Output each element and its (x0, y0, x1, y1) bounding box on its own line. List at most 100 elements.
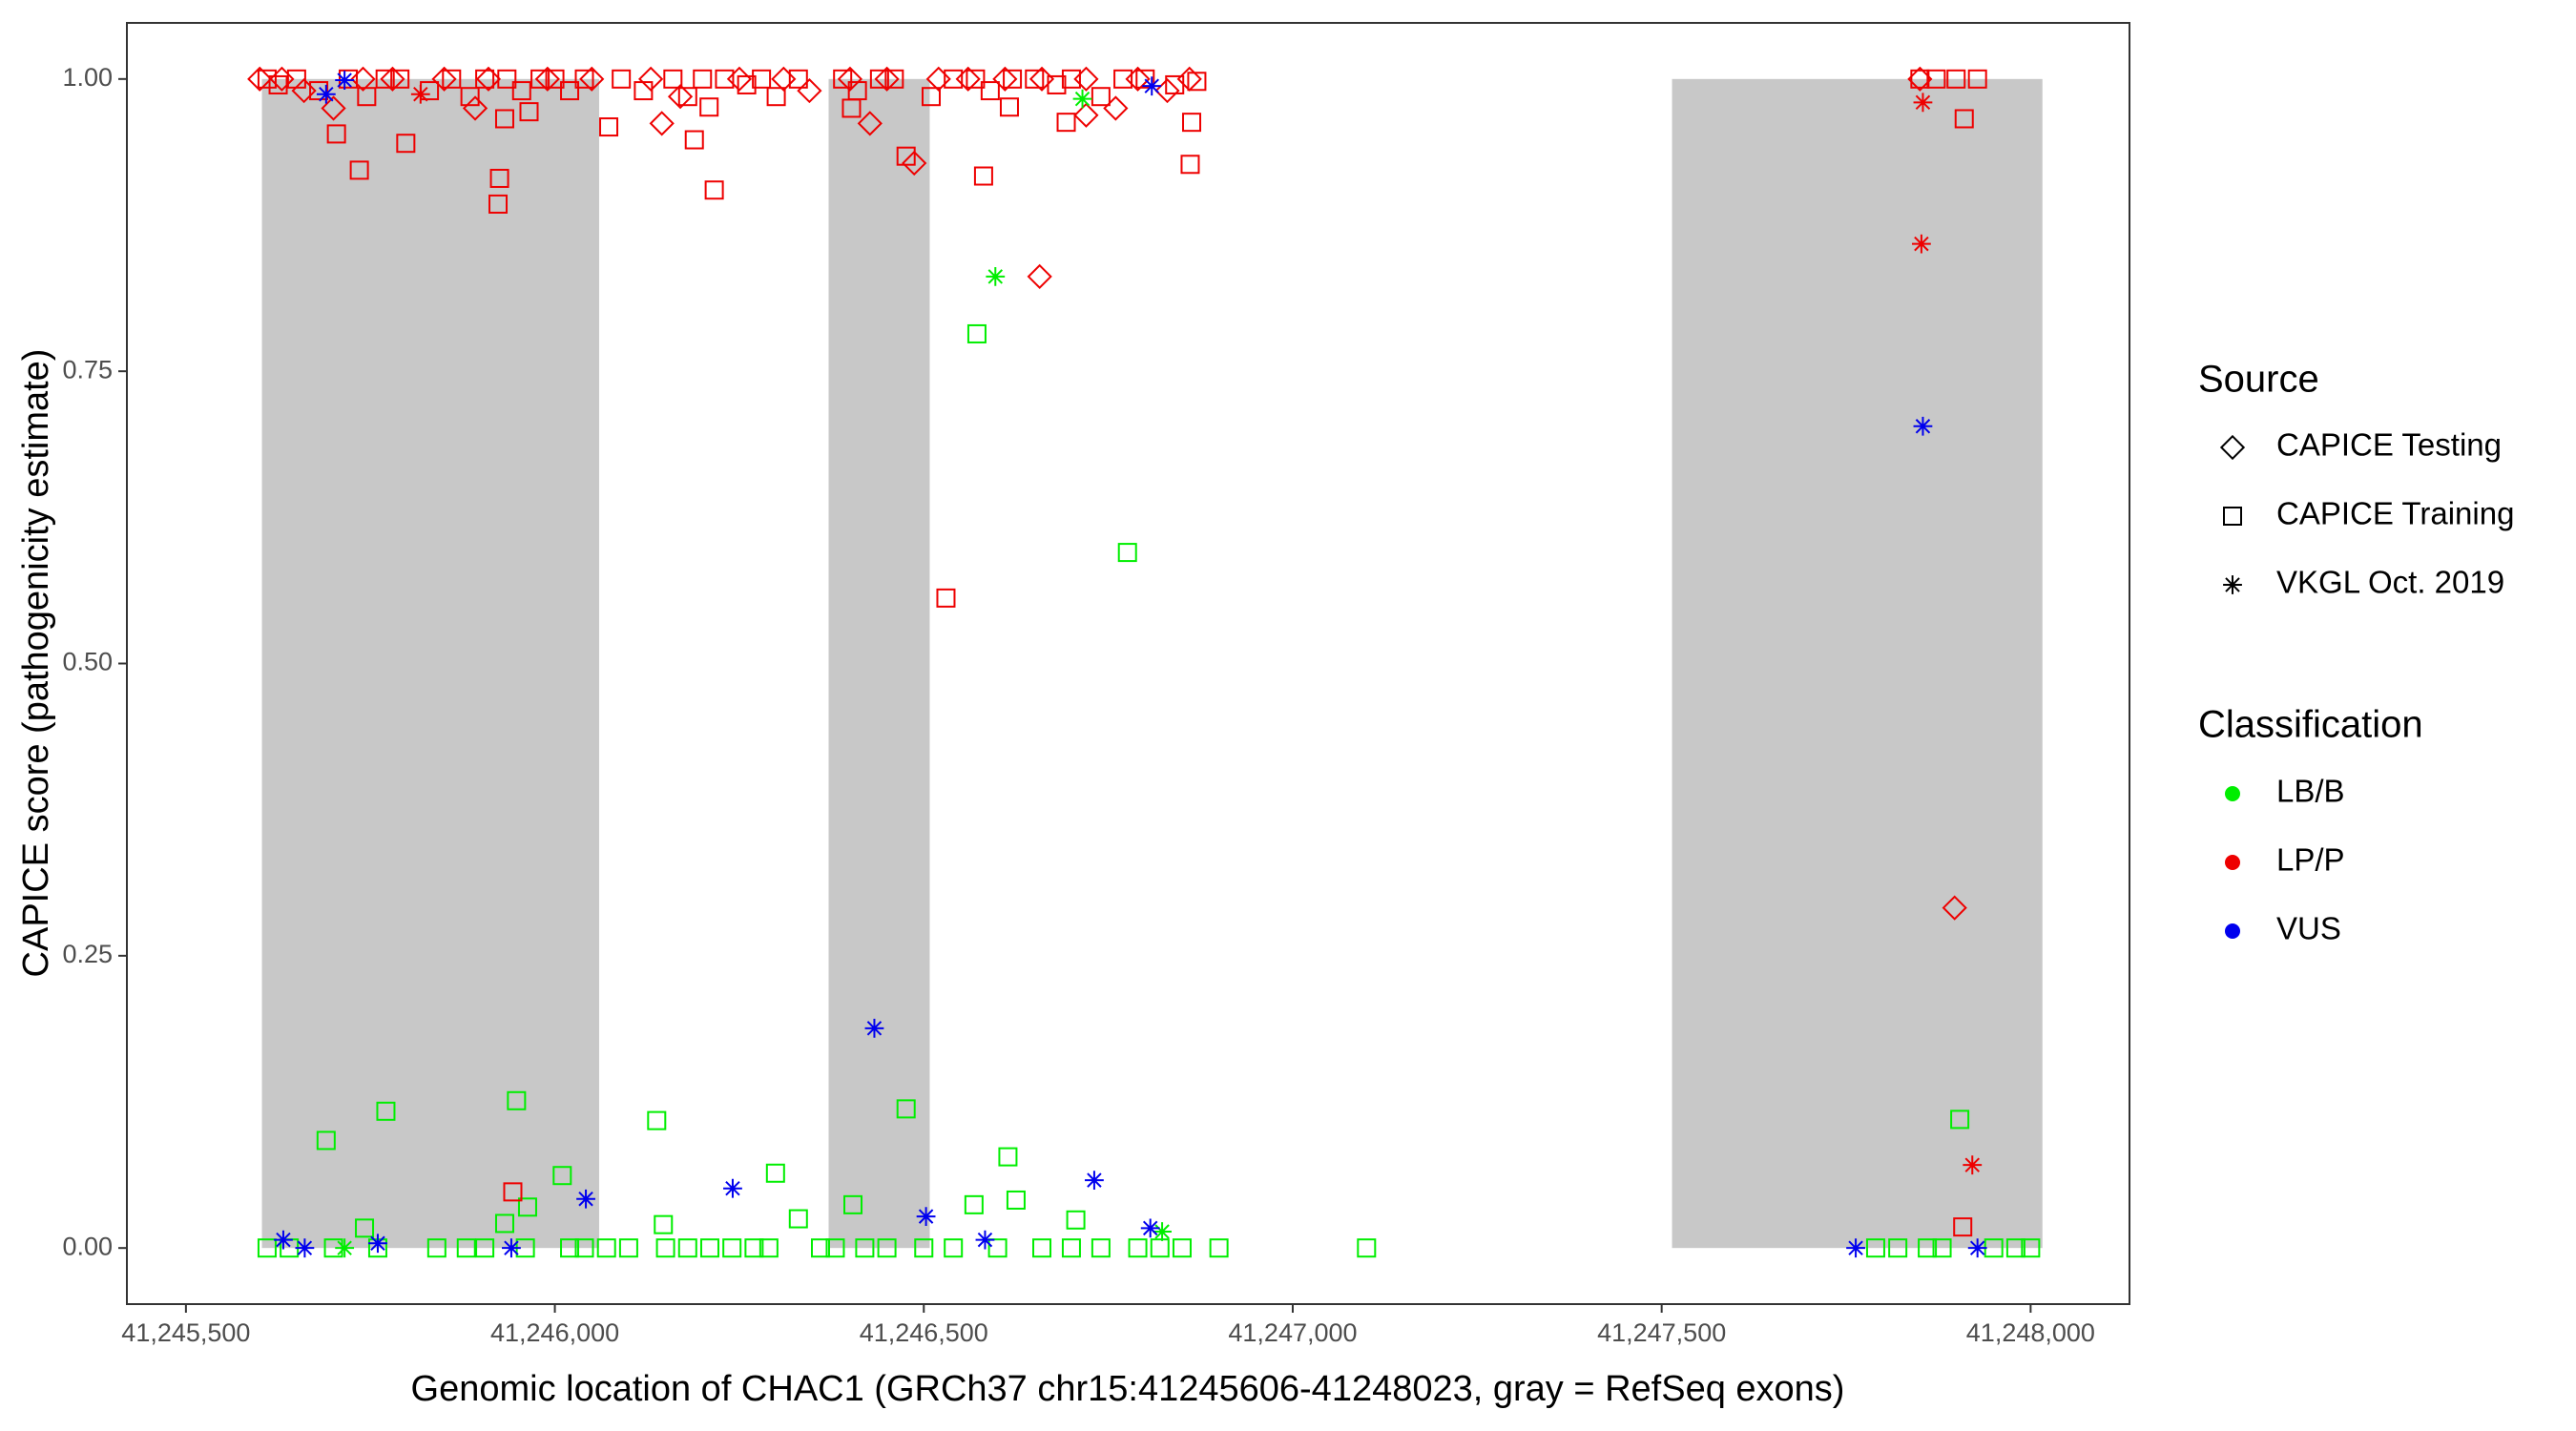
point (247, 66, 273, 92)
point (295, 1238, 315, 1258)
y-tick-label: 0.25 (62, 940, 113, 968)
point (1963, 1155, 1983, 1175)
point (1865, 1238, 1885, 1258)
point (517, 1197, 537, 1217)
point (1953, 1217, 1973, 1237)
point (507, 1090, 527, 1110)
point (1006, 1190, 1026, 1210)
point (765, 1163, 785, 1183)
point (350, 66, 376, 92)
point (376, 1101, 396, 1121)
point (368, 1234, 387, 1254)
point (744, 1238, 764, 1258)
point (1907, 66, 1933, 92)
point (902, 150, 927, 176)
point (944, 69, 964, 89)
y-tick-label: 0.00 (62, 1232, 113, 1260)
point (833, 69, 853, 89)
point (1180, 155, 1200, 175)
point (699, 97, 719, 117)
point (855, 1238, 875, 1258)
legend-label: CAPICE Training (2276, 496, 2514, 531)
point (1172, 1238, 1192, 1258)
legend-title: Classification (2198, 704, 2423, 746)
point (2005, 1238, 2025, 1258)
point (667, 84, 694, 110)
point (494, 1213, 514, 1234)
point (663, 69, 683, 89)
point (1176, 66, 1202, 92)
point (576, 1189, 595, 1209)
point (922, 87, 942, 107)
legend-label: VKGL Oct. 2019 (2276, 565, 2504, 600)
point (699, 1238, 719, 1258)
point (975, 1230, 995, 1250)
point (637, 66, 664, 92)
point (916, 1207, 936, 1226)
point (884, 69, 904, 89)
point (316, 1130, 336, 1151)
point (1085, 1171, 1104, 1191)
point (1942, 895, 1967, 921)
point (837, 66, 863, 92)
point (2021, 1238, 2041, 1258)
point (693, 69, 713, 89)
point (511, 81, 531, 101)
point (349, 160, 369, 180)
point (810, 1238, 830, 1258)
y-tick-label: 0.50 (62, 648, 113, 676)
point (998, 1147, 1018, 1167)
point (431, 66, 457, 92)
point (752, 69, 772, 89)
point (519, 102, 539, 122)
point (355, 1218, 375, 1238)
point (1918, 1238, 1938, 1258)
point (715, 69, 735, 89)
point (1103, 95, 1129, 121)
point (1967, 69, 1987, 89)
legend-symbol (2219, 434, 2246, 461)
point (1091, 1238, 1111, 1258)
legend-symbol (2223, 575, 2242, 594)
point (936, 588, 956, 608)
point (788, 1209, 808, 1229)
point (704, 180, 724, 200)
point (618, 1238, 638, 1258)
point (309, 81, 329, 101)
point (914, 1238, 934, 1258)
point (896, 1099, 916, 1119)
point (1032, 1238, 1052, 1258)
point (964, 1194, 984, 1214)
point (874, 66, 900, 92)
x-axis-title: Genomic location of CHAC1 (GRCh37 chr15:… (411, 1369, 1845, 1409)
point (1056, 113, 1076, 133)
point (1888, 1238, 1908, 1258)
point (574, 69, 594, 89)
point (1142, 76, 1162, 96)
point (857, 111, 883, 136)
legend-swatch (2225, 855, 2240, 870)
point (869, 69, 889, 89)
point (1153, 1222, 1172, 1241)
point (1028, 66, 1055, 92)
point (1066, 1210, 1086, 1230)
point (612, 69, 632, 89)
point (291, 77, 317, 104)
point (269, 66, 295, 92)
point (426, 1238, 447, 1258)
point (788, 69, 808, 89)
point (1061, 69, 1081, 89)
x-tick-label: 41,246,500 (860, 1318, 988, 1347)
point (489, 168, 509, 188)
point (944, 1238, 964, 1258)
x-tick-label: 41,247,500 (1597, 1318, 1726, 1347)
point (1027, 263, 1052, 290)
point (1846, 1238, 1865, 1258)
x-tick-label: 41,247,000 (1228, 1318, 1357, 1347)
point (877, 1238, 897, 1258)
point (1061, 1238, 1081, 1258)
point (1926, 69, 1946, 89)
point (545, 69, 565, 89)
point (655, 1238, 675, 1258)
